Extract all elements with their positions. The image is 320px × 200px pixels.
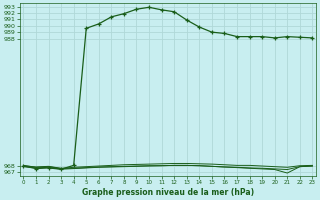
X-axis label: Graphe pression niveau de la mer (hPa): Graphe pression niveau de la mer (hPa) [82, 188, 254, 197]
